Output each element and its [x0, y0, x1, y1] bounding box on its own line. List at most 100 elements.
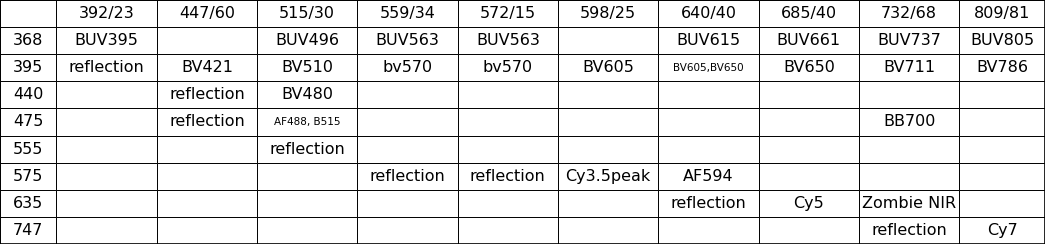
Bar: [357, 136, 458, 163]
Text: BV510: BV510: [281, 60, 333, 75]
Bar: [859, 217, 959, 244]
Text: BUV395: BUV395: [74, 33, 139, 48]
Text: 447/60: 447/60: [179, 6, 235, 21]
Bar: [56, 54, 157, 81]
Bar: [56, 81, 157, 108]
Bar: [658, 54, 759, 81]
Bar: [759, 27, 859, 54]
Bar: [959, 54, 1045, 81]
Bar: [558, 0, 658, 27]
Bar: [658, 163, 759, 190]
Bar: [0, 190, 56, 217]
Bar: [0, 81, 56, 108]
Bar: [157, 27, 257, 54]
Text: BV480: BV480: [281, 87, 333, 102]
Bar: [959, 163, 1045, 190]
Text: AF594: AF594: [683, 169, 734, 184]
Bar: [959, 136, 1045, 163]
Text: BV786: BV786: [976, 60, 1028, 75]
Text: reflection: reflection: [270, 142, 345, 157]
Bar: [859, 108, 959, 136]
Bar: [759, 217, 859, 244]
Bar: [658, 217, 759, 244]
Bar: [157, 54, 257, 81]
Bar: [959, 190, 1045, 217]
Bar: [257, 136, 357, 163]
Text: 559/34: 559/34: [379, 6, 436, 21]
Bar: [859, 0, 959, 27]
Bar: [759, 108, 859, 136]
Bar: [859, 27, 959, 54]
Bar: [859, 81, 959, 108]
Bar: [357, 27, 458, 54]
Bar: [458, 136, 558, 163]
Bar: [357, 190, 458, 217]
Text: BV605: BV605: [582, 60, 634, 75]
Text: bv570: bv570: [483, 60, 533, 75]
Text: reflection: reflection: [370, 169, 445, 184]
Bar: [558, 217, 658, 244]
Bar: [0, 136, 56, 163]
Text: reflection: reflection: [470, 169, 545, 184]
Bar: [56, 27, 157, 54]
Bar: [257, 108, 357, 136]
Text: BUV563: BUV563: [375, 33, 440, 48]
Text: 575: 575: [13, 169, 44, 184]
Text: Cy3.5peak: Cy3.5peak: [565, 169, 651, 184]
Text: BV605,BV650: BV605,BV650: [673, 63, 744, 73]
Bar: [458, 54, 558, 81]
Bar: [759, 54, 859, 81]
Bar: [56, 190, 157, 217]
Text: reflection: reflection: [69, 60, 144, 75]
Bar: [558, 163, 658, 190]
Bar: [558, 54, 658, 81]
Text: BUV615: BUV615: [676, 33, 741, 48]
Text: BV650: BV650: [783, 60, 835, 75]
Bar: [0, 217, 56, 244]
Bar: [458, 217, 558, 244]
Bar: [357, 0, 458, 27]
Bar: [458, 81, 558, 108]
Text: BUV805: BUV805: [970, 33, 1035, 48]
Text: BV711: BV711: [883, 60, 935, 75]
Text: 395: 395: [14, 60, 43, 75]
Bar: [658, 190, 759, 217]
Bar: [56, 136, 157, 163]
Bar: [759, 0, 859, 27]
Bar: [558, 108, 658, 136]
Bar: [458, 0, 558, 27]
Bar: [157, 217, 257, 244]
Text: Cy7: Cy7: [986, 223, 1018, 238]
Bar: [157, 0, 257, 27]
Text: 572/15: 572/15: [480, 6, 536, 21]
Bar: [658, 81, 759, 108]
Text: reflection: reflection: [169, 87, 245, 102]
Bar: [56, 0, 157, 27]
Bar: [859, 136, 959, 163]
Bar: [658, 108, 759, 136]
Bar: [458, 163, 558, 190]
Bar: [959, 27, 1045, 54]
Text: bv570: bv570: [382, 60, 433, 75]
Bar: [257, 0, 357, 27]
Text: reflection: reflection: [169, 114, 245, 130]
Text: Zombie NIR: Zombie NIR: [862, 196, 956, 211]
Bar: [458, 190, 558, 217]
Bar: [257, 190, 357, 217]
Text: 732/68: 732/68: [881, 6, 937, 21]
Bar: [257, 163, 357, 190]
Bar: [558, 81, 658, 108]
Bar: [0, 108, 56, 136]
Bar: [0, 163, 56, 190]
Bar: [859, 190, 959, 217]
Bar: [0, 27, 56, 54]
Text: 685/40: 685/40: [781, 6, 837, 21]
Bar: [0, 54, 56, 81]
Text: 440: 440: [13, 87, 44, 102]
Bar: [759, 81, 859, 108]
Bar: [959, 108, 1045, 136]
Bar: [157, 81, 257, 108]
Text: 555: 555: [13, 142, 44, 157]
Text: 515/30: 515/30: [279, 6, 335, 21]
Bar: [357, 81, 458, 108]
